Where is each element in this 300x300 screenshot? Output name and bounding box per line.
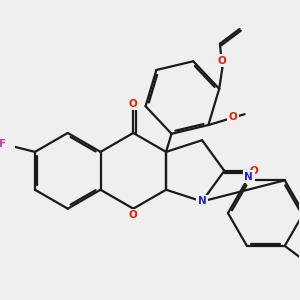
Text: N: N [244, 172, 253, 182]
Text: N: N [198, 196, 206, 206]
Text: O: O [129, 99, 138, 109]
Text: F: F [0, 139, 6, 149]
Text: O: O [250, 166, 258, 176]
Text: O: O [228, 112, 237, 122]
Text: O: O [129, 211, 138, 220]
Text: O: O [218, 56, 227, 66]
